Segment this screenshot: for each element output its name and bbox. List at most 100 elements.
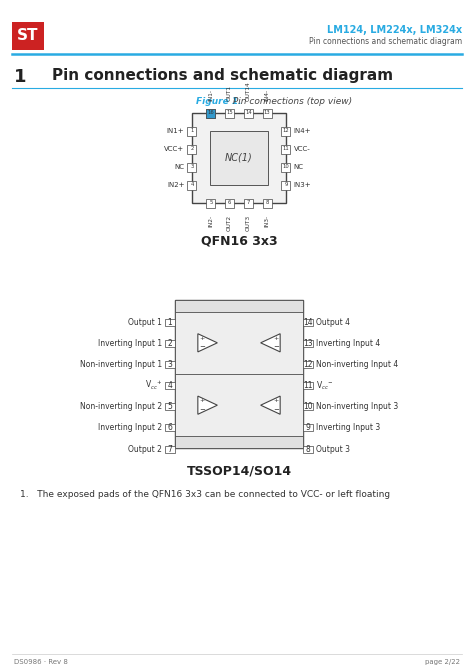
Bar	[303, 361, 313, 368]
Text: VCC+: VCC+	[164, 146, 184, 152]
Text: 9: 9	[306, 423, 310, 432]
Text: Output 2: Output 2	[128, 445, 162, 454]
Text: 2: 2	[191, 147, 194, 151]
Text: 6: 6	[168, 423, 173, 432]
Bar	[165, 403, 175, 410]
Polygon shape	[261, 396, 280, 414]
Text: OUT1: OUT1	[227, 85, 232, 101]
Bar	[210, 131, 268, 185]
Text: Pin connections (top view): Pin connections (top view)	[230, 97, 352, 106]
Text: NC: NC	[293, 164, 303, 170]
Text: Output 4: Output 4	[316, 318, 350, 327]
Text: −: −	[273, 407, 279, 413]
Bar	[165, 446, 175, 452]
Text: 2: 2	[168, 339, 173, 348]
Text: −: −	[199, 344, 205, 350]
Bar	[188, 145, 197, 153]
Text: +: +	[199, 336, 204, 341]
Text: 11: 11	[303, 381, 313, 390]
Text: 12: 12	[303, 360, 313, 369]
Bar	[165, 319, 175, 326]
Polygon shape	[198, 334, 218, 352]
Text: 6: 6	[228, 200, 231, 206]
Text: 8: 8	[265, 200, 269, 206]
Bar	[282, 180, 291, 190]
Text: Output 3: Output 3	[316, 445, 350, 454]
Text: NC: NC	[174, 164, 184, 170]
Bar	[244, 109, 253, 117]
Text: OUT3: OUT3	[246, 215, 251, 231]
Text: +: +	[273, 398, 279, 403]
Text: 13: 13	[264, 111, 271, 115]
Bar	[225, 109, 234, 117]
Text: VCC-: VCC-	[293, 146, 310, 152]
Bar	[165, 361, 175, 368]
Text: IN4-: IN4-	[264, 89, 270, 101]
Text: Non-inverting Input 2: Non-inverting Input 2	[80, 402, 162, 411]
Bar	[303, 424, 313, 431]
Text: IN1-: IN1-	[208, 89, 213, 101]
Text: 5: 5	[209, 200, 212, 206]
Text: page 2/22: page 2/22	[425, 659, 460, 665]
Bar	[282, 163, 291, 172]
Text: Non-inverting Input 3: Non-inverting Input 3	[316, 402, 398, 411]
Text: OUT14: OUT14	[246, 81, 251, 101]
Text: NC(1): NC(1)	[225, 153, 253, 163]
Bar	[263, 109, 272, 117]
Bar	[263, 198, 272, 208]
Text: −: −	[199, 407, 205, 413]
Text: 13: 13	[303, 339, 313, 348]
Bar	[206, 109, 215, 117]
Bar	[282, 127, 291, 135]
Bar	[175, 312, 303, 374]
Bar	[188, 180, 197, 190]
Text: 11: 11	[283, 147, 289, 151]
Text: Pin connections and schematic diagram: Pin connections and schematic diagram	[52, 68, 393, 83]
Bar	[206, 109, 215, 117]
Text: Inverting Input 2: Inverting Input 2	[98, 423, 162, 432]
Bar	[303, 446, 313, 452]
Text: Figure 1.: Figure 1.	[196, 97, 241, 106]
Text: 3: 3	[191, 165, 193, 170]
Text: IN2-: IN2-	[208, 215, 213, 227]
Text: 14: 14	[245, 111, 252, 115]
Text: V$_{cc}$$^{-}$: V$_{cc}$$^{-}$	[316, 379, 334, 392]
Text: IN2+: IN2+	[167, 182, 184, 188]
Bar	[303, 382, 313, 389]
Bar	[165, 424, 175, 431]
Bar	[282, 145, 291, 153]
Text: 9: 9	[284, 182, 288, 188]
Bar	[165, 340, 175, 347]
Polygon shape	[198, 396, 218, 414]
Text: IN3-: IN3-	[264, 215, 270, 227]
Text: IN4+: IN4+	[293, 128, 311, 134]
Text: 1: 1	[168, 318, 173, 327]
Bar	[175, 436, 303, 448]
Text: 7: 7	[168, 445, 173, 454]
Text: Output 1: Output 1	[128, 318, 162, 327]
Text: 4: 4	[168, 381, 173, 390]
Text: OUT2: OUT2	[227, 215, 232, 231]
Text: Inverting Input 4: Inverting Input 4	[316, 339, 380, 348]
Bar	[192, 113, 286, 203]
Text: 1: 1	[14, 68, 27, 86]
Text: DS0986 · Rev 8: DS0986 · Rev 8	[14, 659, 68, 665]
Text: LM124, LM224x, LM324x: LM124, LM224x, LM324x	[327, 25, 462, 35]
Bar	[165, 382, 175, 389]
Text: TSSOP14/SO14: TSSOP14/SO14	[186, 464, 292, 477]
Bar	[12, 22, 44, 50]
Bar	[188, 163, 197, 172]
Text: 4: 4	[191, 182, 194, 188]
Text: 16: 16	[208, 111, 214, 115]
Text: Non-inverting Input 4: Non-inverting Input 4	[316, 360, 398, 369]
Bar	[303, 340, 313, 347]
Text: 14: 14	[303, 318, 313, 327]
Text: Non-inverting Input 1: Non-inverting Input 1	[80, 360, 162, 369]
Bar	[225, 198, 234, 208]
Text: 12: 12	[283, 129, 289, 133]
Text: 1.   The exposed pads of the QFN16 3x3 can be connected to VCC- or left floating: 1. The exposed pads of the QFN16 3x3 can…	[20, 490, 390, 499]
Text: IN1+: IN1+	[167, 128, 184, 134]
Text: 3: 3	[168, 360, 173, 369]
Text: +: +	[273, 336, 279, 341]
Text: Inverting Input 3: Inverting Input 3	[316, 423, 380, 432]
